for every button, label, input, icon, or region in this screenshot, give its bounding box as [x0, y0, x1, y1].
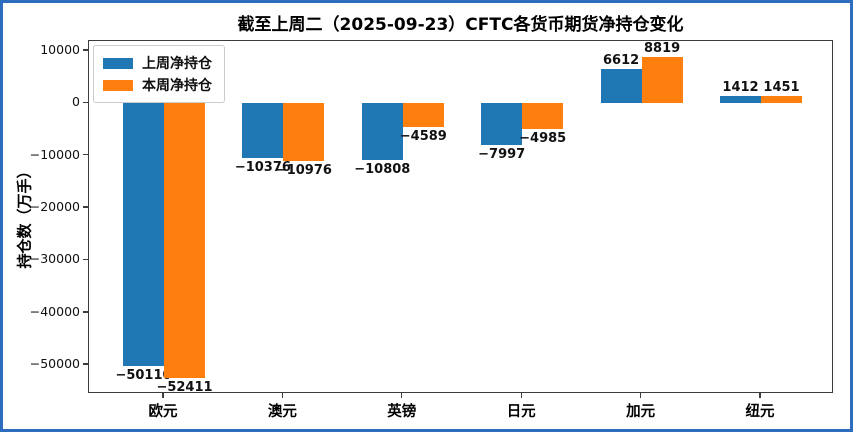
bar-纽元-上周净持仓: [720, 95, 761, 104]
bar-value-label-英镑-本周净持仓: −4589: [399, 129, 447, 145]
x-tick-label-日元: 日元: [506, 404, 536, 420]
bar-value-label-纽元-上周净持仓: 1412: [722, 79, 759, 95]
plot-area: −50110 −52411 −10376 −10976 −10808 −4589 −7997…: [88, 40, 833, 395]
bar-value-label-澳元-上周净持仓: −10376: [234, 159, 291, 175]
bar-日元-上周净持仓: [481, 103, 523, 146]
x-tick-mark: [520, 393, 522, 398]
y-tick-label: −30000: [29, 251, 80, 267]
y-tick-label: −10000: [29, 146, 80, 162]
bar-澳元-上周净持仓: [242, 103, 284, 158]
bar-value-label-纽元-本周净持仓: 1451: [763, 79, 800, 95]
x-tick-label-欧元: 欧元: [148, 404, 178, 420]
legend-item-last-week: 上周净持仓: [103, 52, 212, 74]
y-tick-mark: [83, 206, 88, 208]
y-tick-label: −40000: [29, 303, 80, 319]
x-tick-label-纽元: 纽元: [745, 404, 775, 420]
x-tick-label-英镑: 英镑: [387, 404, 417, 420]
bar-加元-上周净持仓: [600, 68, 642, 104]
bar-value-label-英镑-上周净持仓: −10808: [354, 161, 411, 177]
y-tick-mark: [83, 258, 88, 261]
x-tick-mark: [281, 393, 284, 398]
bar-澳元-本周净持仓: [283, 103, 325, 161]
bar-英镑-上周净持仓: [361, 103, 403, 160]
y-tick-mark: [83, 153, 88, 156]
y-tick-mark: [83, 311, 88, 313]
x-tick-mark: [759, 393, 761, 398]
x-tick-mark: [401, 393, 403, 398]
bar-英镑-本周净持仓: [402, 103, 444, 128]
legend-label-last-week: 上周净持仓: [142, 56, 212, 72]
bar-value-label-日元-上周净持仓: −7997: [478, 147, 526, 163]
legend-label-this-week: 本周净持仓: [142, 78, 212, 94]
legend-item-this-week: 本周净持仓: [103, 74, 212, 96]
bar-日元-本周净持仓: [522, 103, 564, 130]
y-tick-label: 0: [72, 94, 80, 110]
legend: 上周净持仓 本周净持仓: [93, 45, 225, 103]
y-tick-label: 10000: [40, 41, 80, 57]
y-tick-label: −20000: [29, 199, 80, 215]
bar-欧元-本周净持仓: [164, 103, 205, 378]
y-tick-mark: [83, 101, 88, 103]
y-tick-mark: [83, 363, 88, 365]
y-tick-label: −50000: [29, 356, 80, 372]
y-tick-mark: [83, 49, 88, 51]
x-tick-label-加元: 加元: [626, 404, 656, 420]
x-tick-label-澳元: 澳元: [267, 404, 297, 420]
bar-加元-本周净持仓: [641, 57, 683, 104]
bar-欧元-上周净持仓: [123, 103, 164, 366]
bar-纽元-本周净持仓: [761, 95, 802, 104]
bar-value-label-加元-上周净持仓: 6612: [603, 52, 640, 68]
bar-value-label-澳元-本周净持仓: −10976: [275, 162, 332, 178]
x-tick-mark: [639, 393, 642, 398]
bar-value-label-欧元-上周净持仓: −50110: [115, 367, 172, 383]
x-tick-mark: [162, 393, 164, 398]
bar-value-label-日元-本周净持仓: −4985: [519, 131, 567, 147]
chart-title: 截至上周二（2025-09-23）CFTC各货币期货净持仓变化: [237, 15, 684, 35]
bar-value-label-欧元-本周净持仓: −52411: [156, 379, 213, 395]
legend-swatch-orange: [103, 79, 133, 91]
bar-value-label-加元-本周净持仓: 8819: [644, 41, 681, 57]
legend-swatch-blue: [103, 57, 133, 69]
